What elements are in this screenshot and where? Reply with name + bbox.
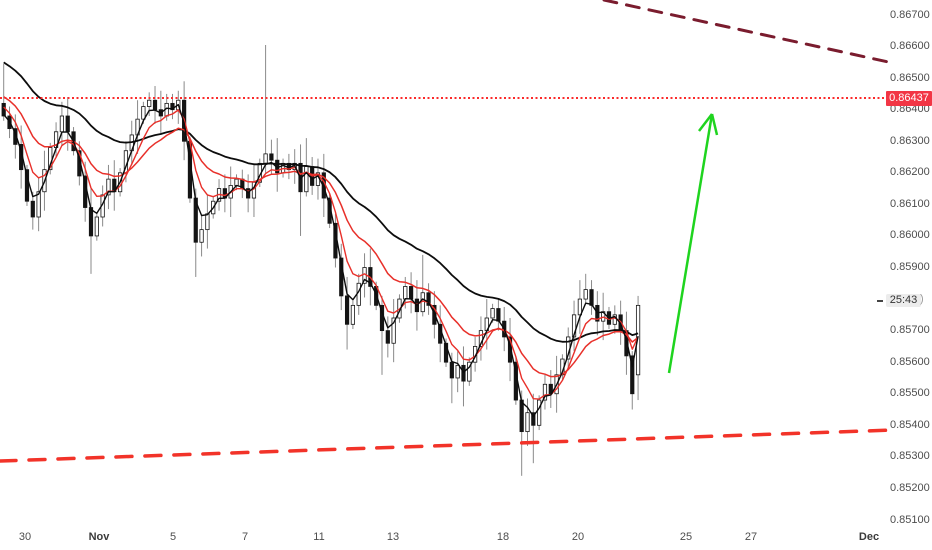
- lower-support-trendline[interactable]: [0, 428, 895, 463]
- price-tick-label: 0.86600: [890, 40, 930, 53]
- price-tick-label: 0.85300: [890, 450, 930, 463]
- time-tick-label: Dec: [858, 531, 880, 543]
- ma-fast-red[interactable]: [3, 106, 639, 400]
- time-axis[interactable]: 30 Nov 5 7 11 13 18 20 25 27 Dec: [0, 525, 932, 550]
- price-tick-label: 0.86400: [890, 103, 930, 116]
- bullish-projection-arrow[interactable]: [667, 113, 719, 374]
- time-tick-label: 11: [313, 531, 325, 543]
- level-price-label[interactable]: 0.86437: [886, 90, 932, 106]
- time-tick-label: Nov: [88, 531, 110, 543]
- price-tick-label: 0.86100: [890, 197, 930, 210]
- ma-slow-black[interactable]: [3, 61, 639, 343]
- ma-slow-red[interactable]: [3, 96, 639, 378]
- countdown-tick: [877, 300, 883, 302]
- moving-averages[interactable]: [3, 61, 639, 418]
- paren-mark: ): [920, 293, 924, 305]
- time-tick-label: 30: [18, 531, 32, 543]
- price-tick-label: 0.85100: [890, 513, 930, 526]
- ma-fast-black[interactable]: [3, 103, 639, 418]
- price-tick-label: 0.85200: [890, 481, 930, 494]
- price-tick-label: 0.86500: [890, 71, 930, 84]
- price-tick-label: 0.85700: [890, 324, 930, 337]
- bar-countdown-label: 25:43: [886, 294, 921, 307]
- time-tick-label: 27: [744, 531, 758, 543]
- time-tick-label: 18: [496, 531, 510, 543]
- price-tick-label: 0.85600: [890, 355, 930, 368]
- time-tick-label: 25: [679, 531, 693, 543]
- time-tick-label: 7: [241, 531, 249, 543]
- price-tick-label: 0.86700: [890, 8, 930, 21]
- price-axis[interactable]: 0.86700 0.86600 0.86500 0.86400 0.86300 0.862…: [886, 0, 932, 526]
- time-tick-label: 20: [571, 531, 585, 543]
- candlestick-series[interactable]: [1, 44, 641, 476]
- price-tick-label: 0.86000: [890, 229, 930, 242]
- price-tick-label: 0.85400: [890, 418, 930, 431]
- price-tick-label: 0.85500: [890, 387, 930, 400]
- price-tick-label: 0.86300: [890, 134, 930, 147]
- upper-resistance-trendline[interactable]: [602, 0, 895, 65]
- price-tick-label: 0.85900: [890, 261, 930, 273]
- price-tick-label: 0.86200: [890, 166, 930, 179]
- time-tick-label: 5: [169, 531, 177, 543]
- time-tick-label: 13: [386, 531, 400, 543]
